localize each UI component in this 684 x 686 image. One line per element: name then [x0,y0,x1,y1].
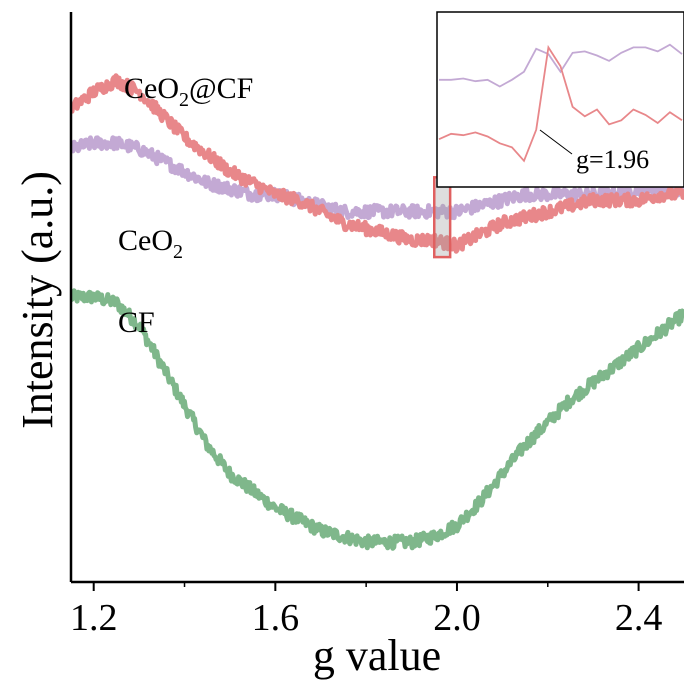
inset-panel: g=1.96 [436,11,684,188]
x-tick-label-1.2: 1.2 [70,597,118,639]
series-label-CeO2@CF: CeO2@CF [124,72,253,111]
x-tick-label-2.4: 2.4 [615,597,663,639]
inset-line-1 [438,44,683,163]
x-axis-label: g value [313,631,441,680]
inset-line-0 [439,43,683,88]
labels: CeO2@CF CeO2 CF [118,72,253,339]
series-line-CeO2@CF [71,73,684,254]
inset-frame [436,11,684,188]
series-label-CF: CF [118,306,155,339]
x-tick-label-2.0: 2.0 [433,597,481,639]
x-tick-label-1.6: 1.6 [252,597,300,639]
highlight-box [433,176,452,259]
inset-annotation: g=1.96 [576,145,649,174]
series-group [71,73,684,551]
y-axis-label: Intensity (a.u.) [13,171,62,429]
axes: 1.2 1.6 2.0 2.4 g value Intensity (a.u.) [13,12,684,680]
series-line-CF [71,288,684,551]
inset-annotation-pointer [539,129,573,155]
series-label-CeO2: CeO2 [118,224,183,263]
plot-lines [71,73,684,551]
